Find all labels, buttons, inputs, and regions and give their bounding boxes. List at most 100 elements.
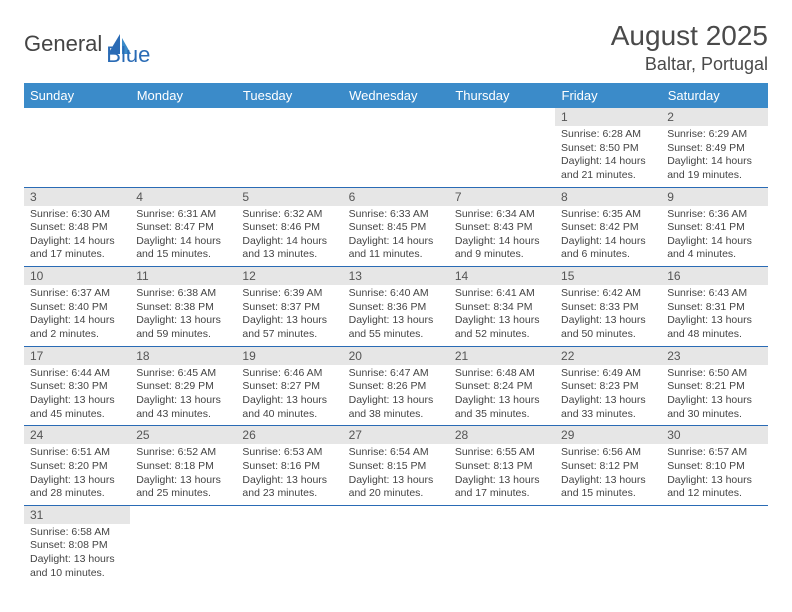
day-number: 11	[130, 267, 236, 285]
calendar-cell: 23Sunrise: 6:50 AMSunset: 8:21 PMDayligh…	[661, 346, 767, 426]
day-number: 1	[555, 108, 661, 126]
calendar-row: 17Sunrise: 6:44 AMSunset: 8:30 PMDayligh…	[24, 346, 768, 426]
day-details: Sunrise: 6:55 AMSunset: 8:13 PMDaylight:…	[449, 444, 555, 505]
day-details: Sunrise: 6:34 AMSunset: 8:43 PMDaylight:…	[449, 206, 555, 267]
day-details: Sunrise: 6:35 AMSunset: 8:42 PMDaylight:…	[555, 206, 661, 267]
calendar-cell	[661, 505, 767, 584]
calendar-cell: 17Sunrise: 6:44 AMSunset: 8:30 PMDayligh…	[24, 346, 130, 426]
day-details: Sunrise: 6:42 AMSunset: 8:33 PMDaylight:…	[555, 285, 661, 346]
day-number: 20	[343, 347, 449, 365]
calendar-cell: 21Sunrise: 6:48 AMSunset: 8:24 PMDayligh…	[449, 346, 555, 426]
calendar-cell: 8Sunrise: 6:35 AMSunset: 8:42 PMDaylight…	[555, 187, 661, 267]
calendar-cell: 24Sunrise: 6:51 AMSunset: 8:20 PMDayligh…	[24, 426, 130, 506]
calendar-cell	[449, 108, 555, 187]
day-details: Sunrise: 6:54 AMSunset: 8:15 PMDaylight:…	[343, 444, 449, 505]
day-number: 30	[661, 426, 767, 444]
logo-text-1: General	[24, 31, 102, 57]
day-number: 29	[555, 426, 661, 444]
calendar-row: 10Sunrise: 6:37 AMSunset: 8:40 PMDayligh…	[24, 267, 768, 347]
day-number: 31	[24, 506, 130, 524]
calendar-cell: 10Sunrise: 6:37 AMSunset: 8:40 PMDayligh…	[24, 267, 130, 347]
day-number: 15	[555, 267, 661, 285]
calendar-cell: 15Sunrise: 6:42 AMSunset: 8:33 PMDayligh…	[555, 267, 661, 347]
day-number: 2	[661, 108, 767, 126]
day-number: 6	[343, 188, 449, 206]
day-number: 8	[555, 188, 661, 206]
day-number: 16	[661, 267, 767, 285]
day-details: Sunrise: 6:43 AMSunset: 8:31 PMDaylight:…	[661, 285, 767, 346]
day-number: 22	[555, 347, 661, 365]
day-details: Sunrise: 6:33 AMSunset: 8:45 PMDaylight:…	[343, 206, 449, 267]
day-number: 14	[449, 267, 555, 285]
dh-sat: Saturday	[661, 83, 767, 108]
day-number: 18	[130, 347, 236, 365]
calendar-cell	[236, 505, 342, 584]
calendar-cell: 16Sunrise: 6:43 AMSunset: 8:31 PMDayligh…	[661, 267, 767, 347]
calendar-cell	[343, 108, 449, 187]
calendar-row: 31Sunrise: 6:58 AMSunset: 8:08 PMDayligh…	[24, 505, 768, 584]
calendar-cell	[130, 505, 236, 584]
calendar-cell	[449, 505, 555, 584]
day-details: Sunrise: 6:52 AMSunset: 8:18 PMDaylight:…	[130, 444, 236, 505]
calendar-cell: 9Sunrise: 6:36 AMSunset: 8:41 PMDaylight…	[661, 187, 767, 267]
dh-sun: Sunday	[24, 83, 130, 108]
day-details: Sunrise: 6:31 AMSunset: 8:47 PMDaylight:…	[130, 206, 236, 267]
calendar-table: Sunday Monday Tuesday Wednesday Thursday…	[24, 83, 768, 584]
day-header-row: Sunday Monday Tuesday Wednesday Thursday…	[24, 83, 768, 108]
day-number: 25	[130, 426, 236, 444]
dh-thu: Thursday	[449, 83, 555, 108]
logo: General Blue	[24, 20, 150, 68]
day-number: 12	[236, 267, 342, 285]
day-details: Sunrise: 6:44 AMSunset: 8:30 PMDaylight:…	[24, 365, 130, 426]
calendar-cell	[130, 108, 236, 187]
logo-text-2: Blue	[106, 42, 150, 67]
day-number: 23	[661, 347, 767, 365]
calendar-cell: 14Sunrise: 6:41 AMSunset: 8:34 PMDayligh…	[449, 267, 555, 347]
day-details: Sunrise: 6:38 AMSunset: 8:38 PMDaylight:…	[130, 285, 236, 346]
calendar-cell: 29Sunrise: 6:56 AMSunset: 8:12 PMDayligh…	[555, 426, 661, 506]
title-block: August 2025 Baltar, Portugal	[611, 20, 768, 75]
calendar-cell: 12Sunrise: 6:39 AMSunset: 8:37 PMDayligh…	[236, 267, 342, 347]
day-details: Sunrise: 6:30 AMSunset: 8:48 PMDaylight:…	[24, 206, 130, 267]
day-details: Sunrise: 6:45 AMSunset: 8:29 PMDaylight:…	[130, 365, 236, 426]
day-details: Sunrise: 6:58 AMSunset: 8:08 PMDaylight:…	[24, 524, 130, 585]
calendar-cell: 11Sunrise: 6:38 AMSunset: 8:38 PMDayligh…	[130, 267, 236, 347]
day-details: Sunrise: 6:29 AMSunset: 8:49 PMDaylight:…	[661, 126, 767, 187]
day-number: 19	[236, 347, 342, 365]
day-number: 9	[661, 188, 767, 206]
calendar-cell: 25Sunrise: 6:52 AMSunset: 8:18 PMDayligh…	[130, 426, 236, 506]
calendar-cell	[555, 505, 661, 584]
day-number: 26	[236, 426, 342, 444]
dh-mon: Monday	[130, 83, 236, 108]
calendar-cell: 7Sunrise: 6:34 AMSunset: 8:43 PMDaylight…	[449, 187, 555, 267]
day-number: 17	[24, 347, 130, 365]
calendar-cell: 20Sunrise: 6:47 AMSunset: 8:26 PMDayligh…	[343, 346, 449, 426]
day-details: Sunrise: 6:57 AMSunset: 8:10 PMDaylight:…	[661, 444, 767, 505]
day-details: Sunrise: 6:53 AMSunset: 8:16 PMDaylight:…	[236, 444, 342, 505]
calendar-cell: 22Sunrise: 6:49 AMSunset: 8:23 PMDayligh…	[555, 346, 661, 426]
calendar-cell: 18Sunrise: 6:45 AMSunset: 8:29 PMDayligh…	[130, 346, 236, 426]
dh-tue: Tuesday	[236, 83, 342, 108]
location: Baltar, Portugal	[611, 54, 768, 75]
day-details: Sunrise: 6:40 AMSunset: 8:36 PMDaylight:…	[343, 285, 449, 346]
calendar-row: 1Sunrise: 6:28 AMSunset: 8:50 PMDaylight…	[24, 108, 768, 187]
day-number: 24	[24, 426, 130, 444]
day-details: Sunrise: 6:28 AMSunset: 8:50 PMDaylight:…	[555, 126, 661, 187]
day-number: 5	[236, 188, 342, 206]
day-number: 10	[24, 267, 130, 285]
calendar-cell	[343, 505, 449, 584]
calendar-cell: 4Sunrise: 6:31 AMSunset: 8:47 PMDaylight…	[130, 187, 236, 267]
day-details: Sunrise: 6:32 AMSunset: 8:46 PMDaylight:…	[236, 206, 342, 267]
calendar-cell: 2Sunrise: 6:29 AMSunset: 8:49 PMDaylight…	[661, 108, 767, 187]
day-number: 7	[449, 188, 555, 206]
calendar-cell: 1Sunrise: 6:28 AMSunset: 8:50 PMDaylight…	[555, 108, 661, 187]
day-details: Sunrise: 6:37 AMSunset: 8:40 PMDaylight:…	[24, 285, 130, 346]
calendar-cell	[24, 108, 130, 187]
day-details: Sunrise: 6:56 AMSunset: 8:12 PMDaylight:…	[555, 444, 661, 505]
calendar-cell: 5Sunrise: 6:32 AMSunset: 8:46 PMDaylight…	[236, 187, 342, 267]
day-details: Sunrise: 6:36 AMSunset: 8:41 PMDaylight:…	[661, 206, 767, 267]
day-number: 27	[343, 426, 449, 444]
day-number: 28	[449, 426, 555, 444]
day-details: Sunrise: 6:49 AMSunset: 8:23 PMDaylight:…	[555, 365, 661, 426]
calendar-cell: 30Sunrise: 6:57 AMSunset: 8:10 PMDayligh…	[661, 426, 767, 506]
